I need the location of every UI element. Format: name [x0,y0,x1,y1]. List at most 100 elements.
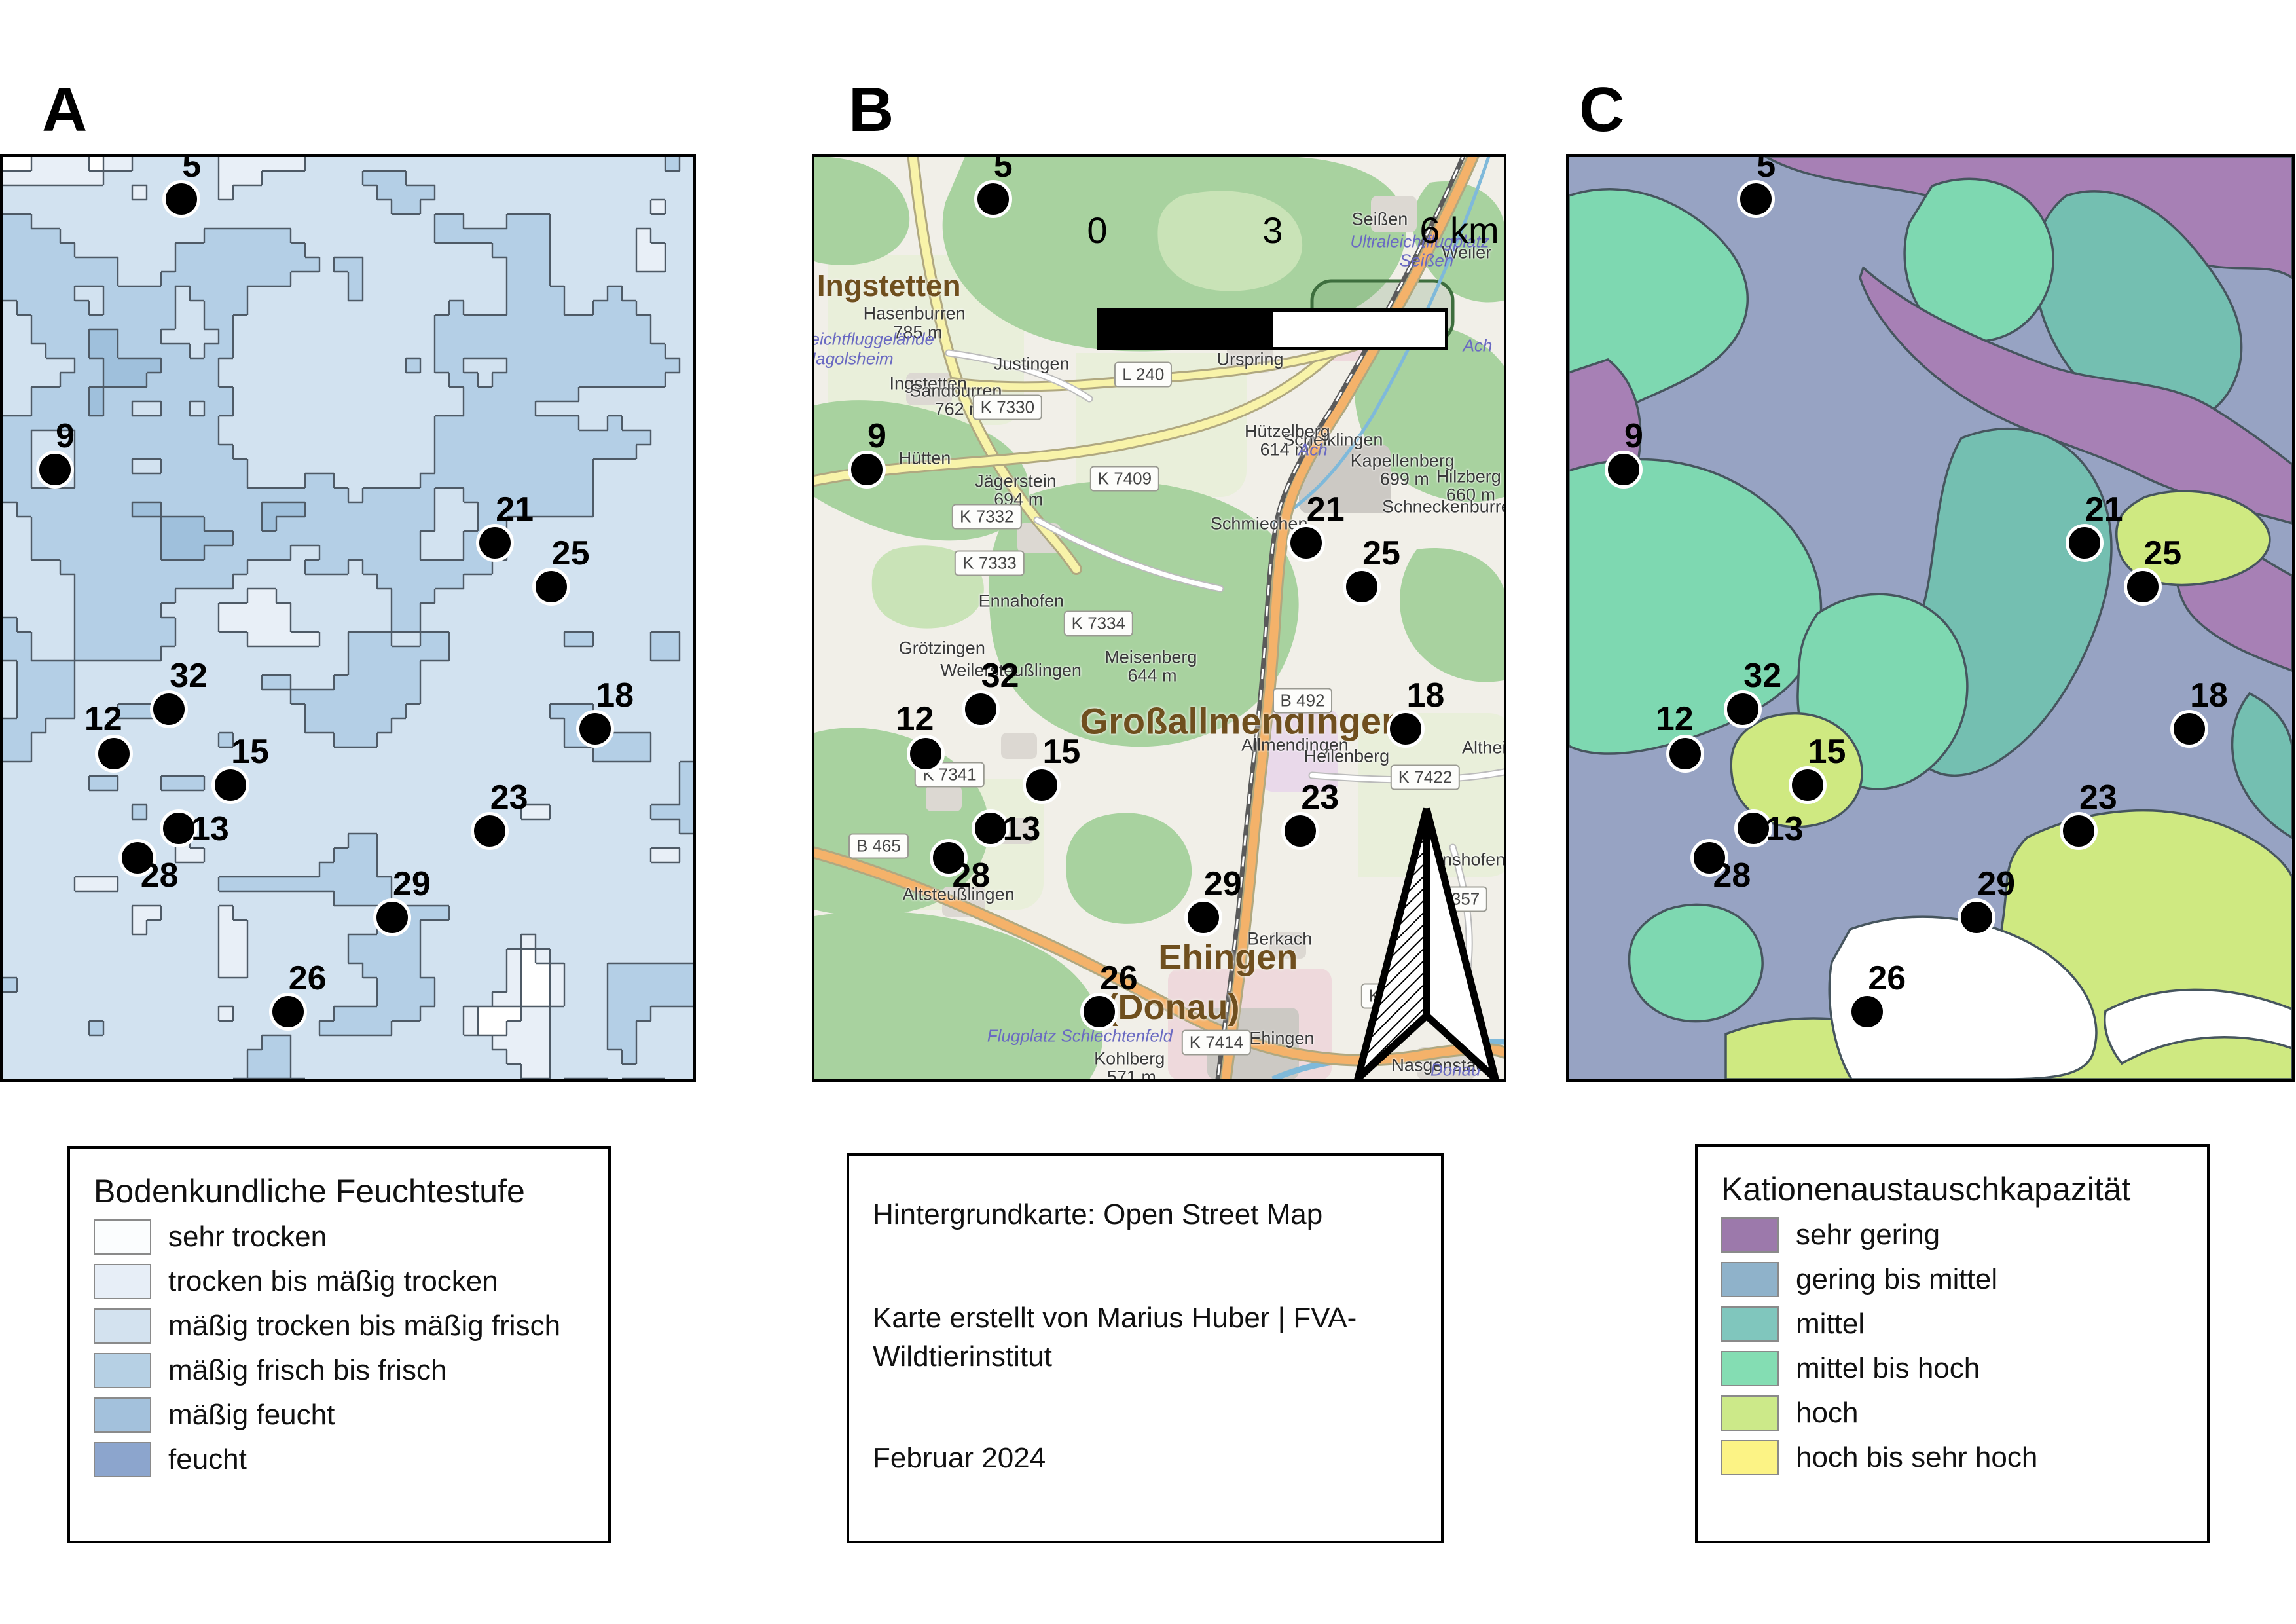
sample-point-number: 26 [288,959,327,998]
sample-point-dot [2065,524,2104,563]
sample-point-number: 32 [170,656,208,695]
sample-point-number: 18 [2190,676,2228,714]
sample-point-marker: 18 [2170,678,2228,748]
town-label-minor: Schelklingen [1283,430,1383,450]
scalebar [1097,308,1448,350]
legend-color-swatch [94,1308,151,1344]
credit-date: Februar 2024 [873,1442,1046,1474]
sample-point-number: 25 [1362,534,1400,572]
sample-point-number: 21 [2085,490,2123,529]
sample-point-marker: 9 [36,419,75,489]
town-label-minor: Weilersteußlingen [940,660,1082,680]
sample-point-number: 13 [1765,809,1804,848]
sample-point-dot [532,567,570,606]
water-label: Flugplatz Schlechtenfeld [987,1025,1173,1046]
town-label-minor: Hilzberg [1436,466,1501,487]
sample-point-number: 29 [1977,865,2016,904]
sample-point-number: 12 [1655,699,1694,738]
sample-point-marker: 13 [1734,809,1804,847]
credit-background-map: Hintergrundkarte: Open Street Map [873,1198,1323,1230]
legend-credits: Hintergrundkarte: Open Street Map Karte … [847,1153,1444,1543]
sample-point-marker: 26 [1848,961,1906,1031]
sample-point-marker: 21 [2065,492,2123,563]
sample-point-dot [971,809,1010,847]
sample-point-marker: 32 [961,659,1019,728]
sample-point-dot [211,766,250,804]
sample-point-dot [906,734,945,773]
water-label: Magolsheim [814,348,894,369]
town-label-minor: Seißen [1351,209,1408,229]
sample-point-dot [1080,993,1118,1031]
road-ref-badge: K 7334 [1063,610,1134,637]
sample-point-marker: 12 [896,702,945,773]
sample-point-number: 23 [490,778,528,817]
sample-point-marker: 25 [532,536,590,606]
scalebar-black-segment [1101,312,1273,347]
sample-point-number: 32 [1743,656,1782,695]
sample-point-dot [961,690,1000,728]
sample-point-number: 18 [596,676,634,714]
legend-item: gering bis mittel [1721,1262,2207,1297]
water-label: Ultraleichtfluggelände [814,329,934,349]
sample-point-marker: 28 [118,838,179,893]
map-panel-cation-exchange: 5 9 21 25 32 12 15 18 13 28 23 29 26 [1566,154,2295,1082]
road-ref-badge: B 465 [848,833,909,859]
water-label: Ultraleichtflugplatz [1350,231,1489,251]
legend-item-label: sehr gering [1796,1219,1941,1251]
scalebar-label-6km: 6 km [1419,210,1499,251]
sample-point-number: 26 [1868,959,1906,998]
sample-points-layer-b: 5 9 21 25 32 12 15 18 13 28 23 29 26 [814,157,1504,1079]
road-ref-badge: K 7330 [972,394,1043,420]
sample-point-number: 18 [1406,676,1445,714]
panel-b-letter: B [848,75,894,145]
sample-point-dot [1281,811,1320,850]
town-label-minor: Jägerstein [975,471,1057,491]
sample-point-marker: 28 [1690,838,1751,893]
town-label-minor: Ingstetten [889,373,968,394]
sample-point-dot [118,838,156,877]
town-label-minor: Urspring [1216,349,1284,369]
town-label-major: Großallmendingen [1080,700,1404,742]
town-label-minor: Ennahofen [978,591,1065,611]
town-label-minor: Meisenberg [1104,647,1197,667]
sample-point-number: 5 [993,154,1013,185]
town-label-minor: Allmendingen [1241,735,1349,755]
sample-point-dot [1604,450,1643,489]
sample-point-number: 12 [896,699,934,738]
sample-point-marker: 28 [930,838,990,893]
sample-point-marker: 23 [470,781,528,850]
legend-item: mäßig feucht [94,1397,608,1433]
town-label-minor: 614 m [1260,439,1309,460]
sample-point-dot [268,993,307,1031]
sample-point-marker: 32 [1724,659,1781,728]
legend-color-swatch [94,1442,151,1477]
sample-point-number: 23 [2079,778,2117,817]
legend-soil-moisture-items: sehr trocken trocken bis mäßig trocken mäß… [70,1219,608,1477]
legend-item-label: feucht [168,1443,247,1475]
legend-item: feucht [94,1442,608,1477]
sample-point-dot [1666,734,1704,773]
sample-point-number: 9 [56,416,75,455]
sample-point-dot [1286,524,1325,563]
legend-color-swatch [1721,1351,1779,1386]
sample-point-number: 28 [1713,856,1751,895]
sample-point-dot [94,734,133,773]
sample-point-dot [476,524,515,563]
town-label-minor: 785 m [893,322,943,342]
legend-color-swatch [94,1219,151,1255]
sample-point-number: 13 [1002,809,1041,848]
sample-point-number: 23 [1301,778,1339,817]
town-label-major: (Donau) [1106,987,1240,1027]
sample-point-dot [2060,811,2098,850]
sample-point-number: 25 [2143,534,2182,572]
sample-point-dot [576,709,615,748]
town-label-minor: Altsteußlingen [902,884,1015,904]
sample-point-marker: 29 [1958,867,2015,937]
town-label-minor: Hütten [898,448,951,468]
sample-point-dot [1724,690,1762,728]
sample-point-dot [373,898,412,937]
legend-item: mäßig trocken bis mäßig frisch [94,1308,608,1344]
town-label-minor: Berkach [1247,929,1313,949]
sample-point-dot [470,811,509,850]
legend-item: hoch bis sehr hoch [1721,1440,2207,1475]
